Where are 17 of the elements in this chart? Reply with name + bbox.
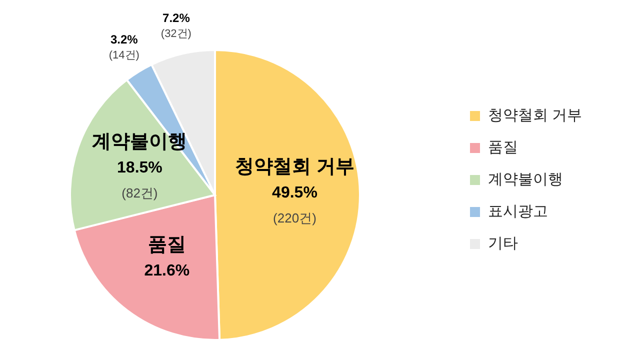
legend-label: 계약불이행 <box>488 170 563 188</box>
text: (220건) <box>273 211 316 226</box>
legend-label: 표시광고 <box>488 202 548 220</box>
data-label: 21.6% <box>144 262 190 280</box>
legend-label: 품질 <box>488 138 518 156</box>
data-label: 3.2% <box>110 32 138 46</box>
legend-label: 청약철회 거부 <box>488 106 582 124</box>
legend-label: 기타 <box>488 234 518 252</box>
slice-label: 청약철회 거부 <box>235 156 354 178</box>
slice-label: 품질 <box>148 234 186 256</box>
text: (82건) <box>122 186 158 202</box>
data-label: 7.2% <box>162 11 190 26</box>
slice-label: 계약불이행 <box>92 132 188 153</box>
text: (14건) <box>108 49 140 62</box>
text: (32건) <box>160 28 192 40</box>
data-label: 49.5% <box>272 184 318 202</box>
data-label: 18.5% <box>117 160 162 177</box>
